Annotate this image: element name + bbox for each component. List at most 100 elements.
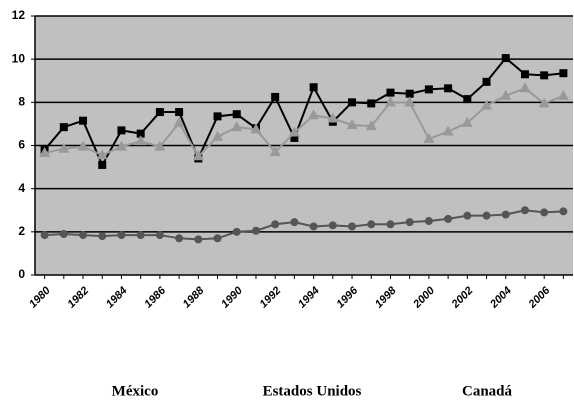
marker	[540, 208, 549, 217]
marker	[405, 89, 414, 98]
marker	[40, 231, 49, 240]
marker	[98, 232, 107, 241]
marker	[115, 140, 127, 151]
marker	[520, 206, 529, 215]
marker	[424, 85, 433, 94]
legend-label: Canadá	[462, 383, 513, 399]
y-tick-label: 8	[18, 95, 25, 109]
marker	[39, 147, 51, 158]
marker	[136, 129, 145, 138]
marker	[231, 121, 243, 132]
marker	[117, 126, 126, 135]
x-tick-label: 1986	[142, 284, 168, 310]
y-tick-label: 12	[12, 8, 26, 22]
marker	[384, 96, 396, 107]
marker	[288, 126, 300, 137]
marker	[386, 88, 395, 97]
marker	[481, 99, 493, 110]
y-tick-label: 0	[18, 267, 25, 281]
marker	[309, 222, 318, 231]
series-line	[44, 209, 564, 241]
y-tick-label: 10	[12, 51, 26, 65]
legend-label: Estados Unidos	[263, 383, 362, 399]
y-tick-label: 4	[18, 181, 25, 195]
x-tick-label: 2000	[411, 284, 438, 311]
legend-label: México	[112, 383, 159, 399]
marker	[367, 220, 376, 229]
marker	[58, 142, 70, 153]
marker	[328, 221, 337, 230]
marker	[559, 69, 568, 78]
marker	[77, 140, 89, 151]
marker	[269, 145, 281, 156]
marker	[327, 112, 339, 123]
marker	[154, 140, 166, 151]
marker	[444, 214, 453, 223]
marker	[290, 218, 299, 227]
marker	[117, 231, 126, 240]
marker	[557, 89, 569, 100]
marker	[98, 160, 107, 169]
y-tick-label: 6	[18, 138, 25, 152]
x-tick-label: 1992	[258, 285, 284, 311]
marker	[367, 99, 376, 108]
marker	[155, 231, 164, 240]
marker	[463, 95, 472, 104]
marker	[213, 112, 222, 121]
marker	[309, 83, 318, 92]
marker	[136, 231, 145, 240]
marker	[519, 82, 531, 93]
marker	[501, 54, 510, 63]
marker	[348, 222, 357, 231]
x-tick-label: 2002	[449, 285, 476, 312]
marker	[59, 229, 68, 238]
x-tick-label: 1994	[296, 285, 322, 311]
y-tick-label: 2	[18, 224, 25, 238]
marker	[59, 123, 68, 132]
marker	[404, 96, 416, 107]
marker	[79, 116, 88, 125]
x-tick-label: 1980	[27, 284, 53, 310]
marker	[173, 116, 185, 127]
marker	[232, 110, 241, 119]
marker	[520, 70, 529, 79]
marker	[423, 133, 435, 144]
x-tick-label: 1990	[219, 284, 245, 310]
series-line	[43, 56, 564, 168]
marker	[482, 77, 491, 86]
series-line	[44, 87, 564, 158]
marker	[96, 149, 108, 160]
marker	[386, 220, 395, 229]
x-tick-label: 1982	[65, 285, 91, 311]
marker	[135, 135, 147, 146]
marker	[194, 235, 203, 244]
marker	[559, 207, 568, 216]
marker	[540, 71, 549, 80]
x-tick-label: 1984	[104, 285, 130, 311]
marker	[405, 218, 414, 227]
x-tick-label: 1998	[373, 284, 399, 310]
marker	[346, 118, 358, 129]
marker	[271, 92, 280, 101]
marker	[538, 97, 550, 108]
x-tick-label: 2004	[487, 285, 514, 312]
x-tick-label: 2006	[526, 284, 553, 311]
marker	[308, 109, 320, 120]
marker	[155, 108, 164, 117]
marker	[175, 234, 184, 243]
marker	[482, 211, 491, 220]
marker	[251, 226, 260, 235]
marker	[461, 116, 473, 127]
marker	[442, 125, 454, 136]
marker	[348, 98, 357, 107]
marker	[290, 133, 299, 142]
marker	[424, 217, 433, 226]
marker	[212, 130, 224, 141]
marker	[192, 150, 204, 161]
marker	[232, 227, 241, 236]
marker	[213, 234, 222, 243]
marker	[500, 89, 512, 100]
marker	[444, 84, 453, 93]
x-tick-label: 1988	[181, 284, 207, 310]
